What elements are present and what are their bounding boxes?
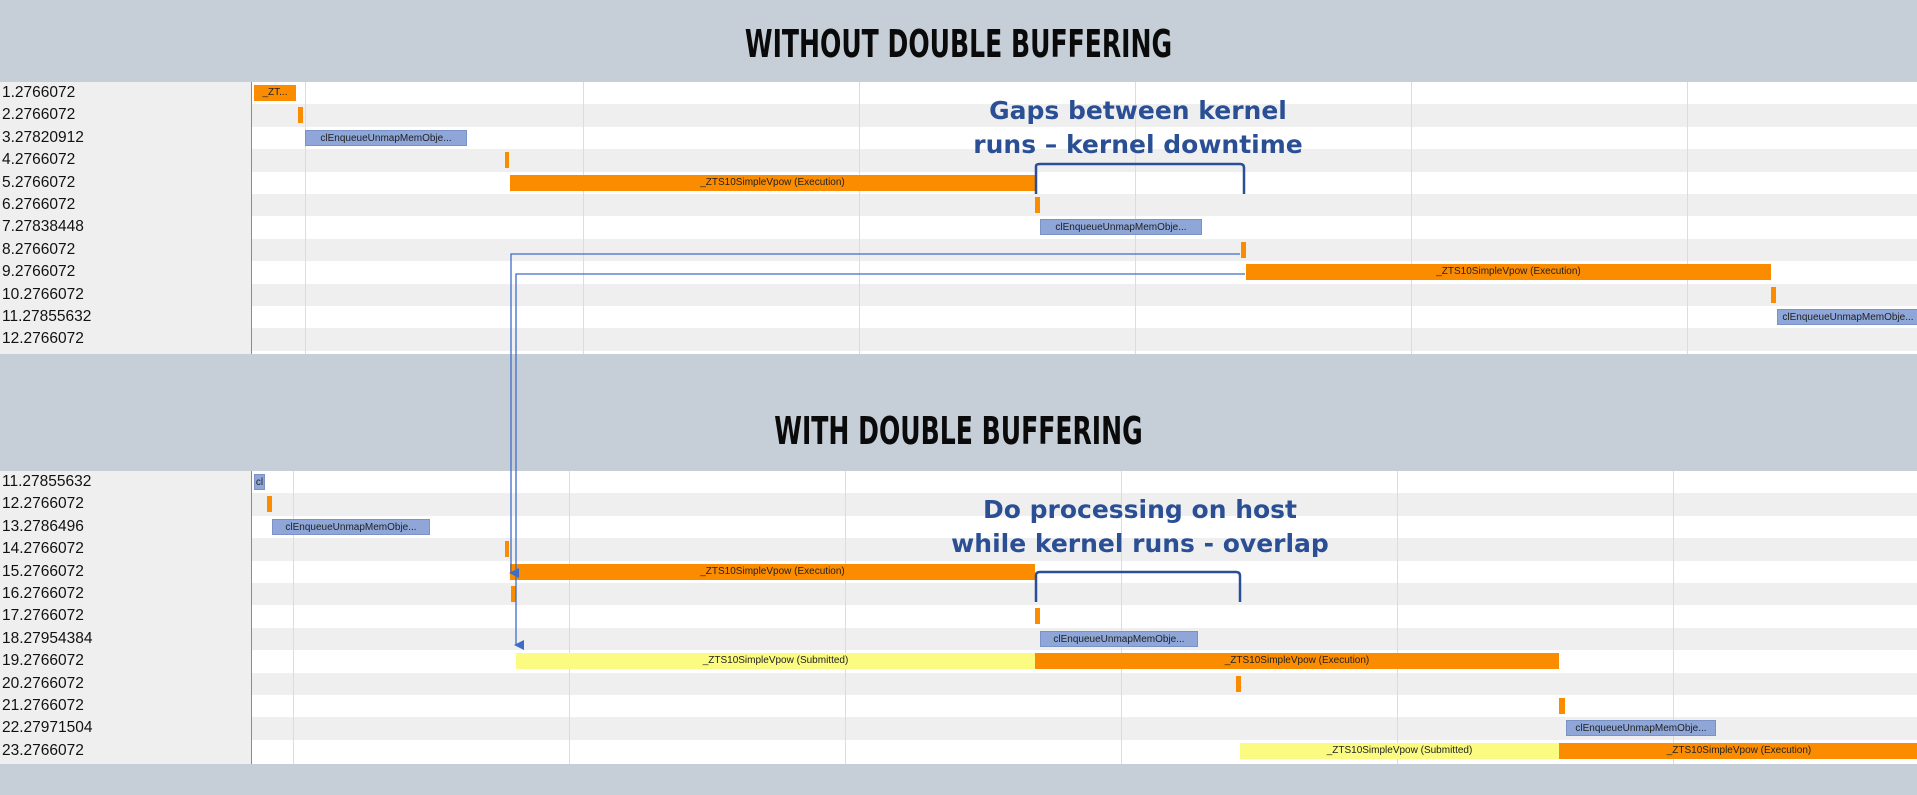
kernel-submitted-bar[interactable]: _ZTS10SimpleVpow (Submitted) xyxy=(516,653,1035,670)
timeline-row xyxy=(0,695,1917,717)
kernel-execution-bar[interactable]: _ZTS10SimpleVpow (Execution) xyxy=(510,174,1035,191)
row-label: 16.2766072 xyxy=(2,584,84,602)
row-label: 3.27820912 xyxy=(2,128,84,146)
annotation-line-2: runs – kernel downtime xyxy=(973,130,1303,159)
kernel-execution-bar[interactable] xyxy=(1035,197,1040,213)
row-label: 12.2766072 xyxy=(2,495,84,513)
kernel-execution-bar[interactable] xyxy=(1559,698,1565,714)
bottom-section-title: WITH DOUBLE BUFFERING xyxy=(774,409,1143,453)
kernel-execution-bar[interactable] xyxy=(505,152,509,169)
grid-line xyxy=(845,471,846,764)
timeline-row xyxy=(0,583,1917,606)
kernel-execution-bar[interactable]: _ZTS10SimpleVpow (Execution) xyxy=(510,563,1035,580)
timeline-row xyxy=(0,627,1917,651)
timeline-panel-without-double-buffering: 1.2766072 2.2766072 3.27820912 4.2766072 5.2… xyxy=(0,82,1917,354)
unmap-call-bar[interactable]: clEnqueueUnmapMemObje... xyxy=(1040,219,1202,236)
timeline-row xyxy=(0,238,1917,262)
row-label: 20.2766072 xyxy=(2,674,84,692)
timeline-row xyxy=(0,216,1917,238)
kernel-execution-bar[interactable]: _ZTS10SimpleVpow (Execution) xyxy=(1246,264,1771,281)
row-label: 2.2766072 xyxy=(2,106,76,124)
kernel-execution-bar[interactable]: _ZTS10SimpleVpow (Execution) xyxy=(1035,653,1559,670)
kernel-execution-bar[interactable] xyxy=(1241,241,1246,258)
grid-line xyxy=(305,82,306,354)
timeline-row xyxy=(0,149,1917,172)
grid-line xyxy=(859,82,860,354)
annotation-line-1: Do processing on host xyxy=(982,495,1297,524)
timeline-row xyxy=(0,717,1917,740)
row-label: 23.2766072 xyxy=(2,741,84,759)
row-label-column: 11.27855632 12.2766072 13.2786496 14.276607… xyxy=(0,471,252,764)
kernel-execution-bar[interactable]: _ZT... xyxy=(254,85,296,101)
timeline-row xyxy=(0,283,1917,306)
row-label: 8.2766072 xyxy=(2,240,76,258)
row-label: 4.2766072 xyxy=(2,151,76,169)
grid-line xyxy=(583,82,584,354)
row-label: 14.2766072 xyxy=(2,540,84,558)
grid-line xyxy=(1135,82,1136,354)
grid-line xyxy=(1397,471,1398,764)
row-label: 22.27971504 xyxy=(2,719,93,737)
annotation-overlap: Do processing on host while kernel runs … xyxy=(940,493,1340,561)
kernel-execution-bar[interactable] xyxy=(298,107,303,124)
unmap-call-bar[interactable]: cl xyxy=(254,474,265,490)
unmap-call-bar[interactable]: clEnqueueUnmapMemObje... xyxy=(305,129,467,146)
grid-line xyxy=(1411,82,1412,354)
row-label: 21.2766072 xyxy=(2,696,84,714)
kernel-execution-bar[interactable] xyxy=(511,586,516,602)
row-label: 19.2766072 xyxy=(2,652,84,670)
kernel-execution-bar[interactable]: _ZTS10SimpleVpow (Execution) xyxy=(1559,742,1917,759)
row-label: 11.27855632 xyxy=(2,307,92,325)
row-label: 17.2766072 xyxy=(2,607,84,625)
grid-line xyxy=(1687,82,1688,354)
row-label: 6.2766072 xyxy=(2,195,76,213)
annotation-line-2: while kernel runs - overlap xyxy=(951,529,1329,558)
unmap-call-bar[interactable]: clEnqueueUnmapMemObje... xyxy=(1566,720,1716,737)
row-label: 13.2786496 xyxy=(2,517,84,535)
kernel-execution-bar[interactable] xyxy=(1771,286,1776,303)
row-label: 12.2766072 xyxy=(2,330,84,348)
row-label: 18.27954384 xyxy=(2,629,93,647)
kernel-execution-bar[interactable] xyxy=(505,541,509,558)
kernel-submitted-bar[interactable]: _ZTS10SimpleVpow (Submitted) xyxy=(1240,742,1559,759)
kernel-execution-bar[interactable] xyxy=(1035,608,1040,625)
row-label: 5.2766072 xyxy=(2,173,76,191)
kernel-execution-bar[interactable] xyxy=(1236,675,1241,692)
timeline-row xyxy=(0,605,1917,627)
top-section-title: WITHOUT DOUBLE BUFFERING xyxy=(744,22,1173,66)
unmap-call-bar[interactable]: clEnqueueUnmapMemObje... xyxy=(1040,630,1198,647)
row-label: 11.27855632 xyxy=(2,473,92,490)
timeline-row xyxy=(0,672,1917,695)
unmap-call-bar[interactable]: clEnqueueUnmapMemObje... xyxy=(1777,309,1917,325)
annotation-line-1: Gaps between kernel xyxy=(989,96,1287,125)
grid-line xyxy=(1673,471,1674,764)
timeline-row xyxy=(0,328,1917,351)
row-label: 10.2766072 xyxy=(2,285,84,303)
grid-line xyxy=(569,471,570,764)
grid-line xyxy=(293,471,294,764)
timeline-row xyxy=(0,194,1917,217)
timeline-row xyxy=(0,471,1917,493)
kernel-execution-bar[interactable] xyxy=(267,496,272,513)
row-label: 15.2766072 xyxy=(2,562,84,580)
row-label: 1.2766072 xyxy=(2,84,76,101)
unmap-call-bar[interactable]: clEnqueueUnmapMemObje... xyxy=(272,518,430,535)
row-label: 9.2766072 xyxy=(2,263,76,281)
timeline-row xyxy=(0,104,1917,127)
row-label-column: 1.2766072 2.2766072 3.27820912 4.2766072 5.2… xyxy=(0,82,252,354)
row-label: 7.27838448 xyxy=(2,218,84,236)
annotation-kernel-gaps: Gaps between kernel runs – kernel downti… xyxy=(958,94,1318,162)
timeline-row xyxy=(0,306,1917,328)
